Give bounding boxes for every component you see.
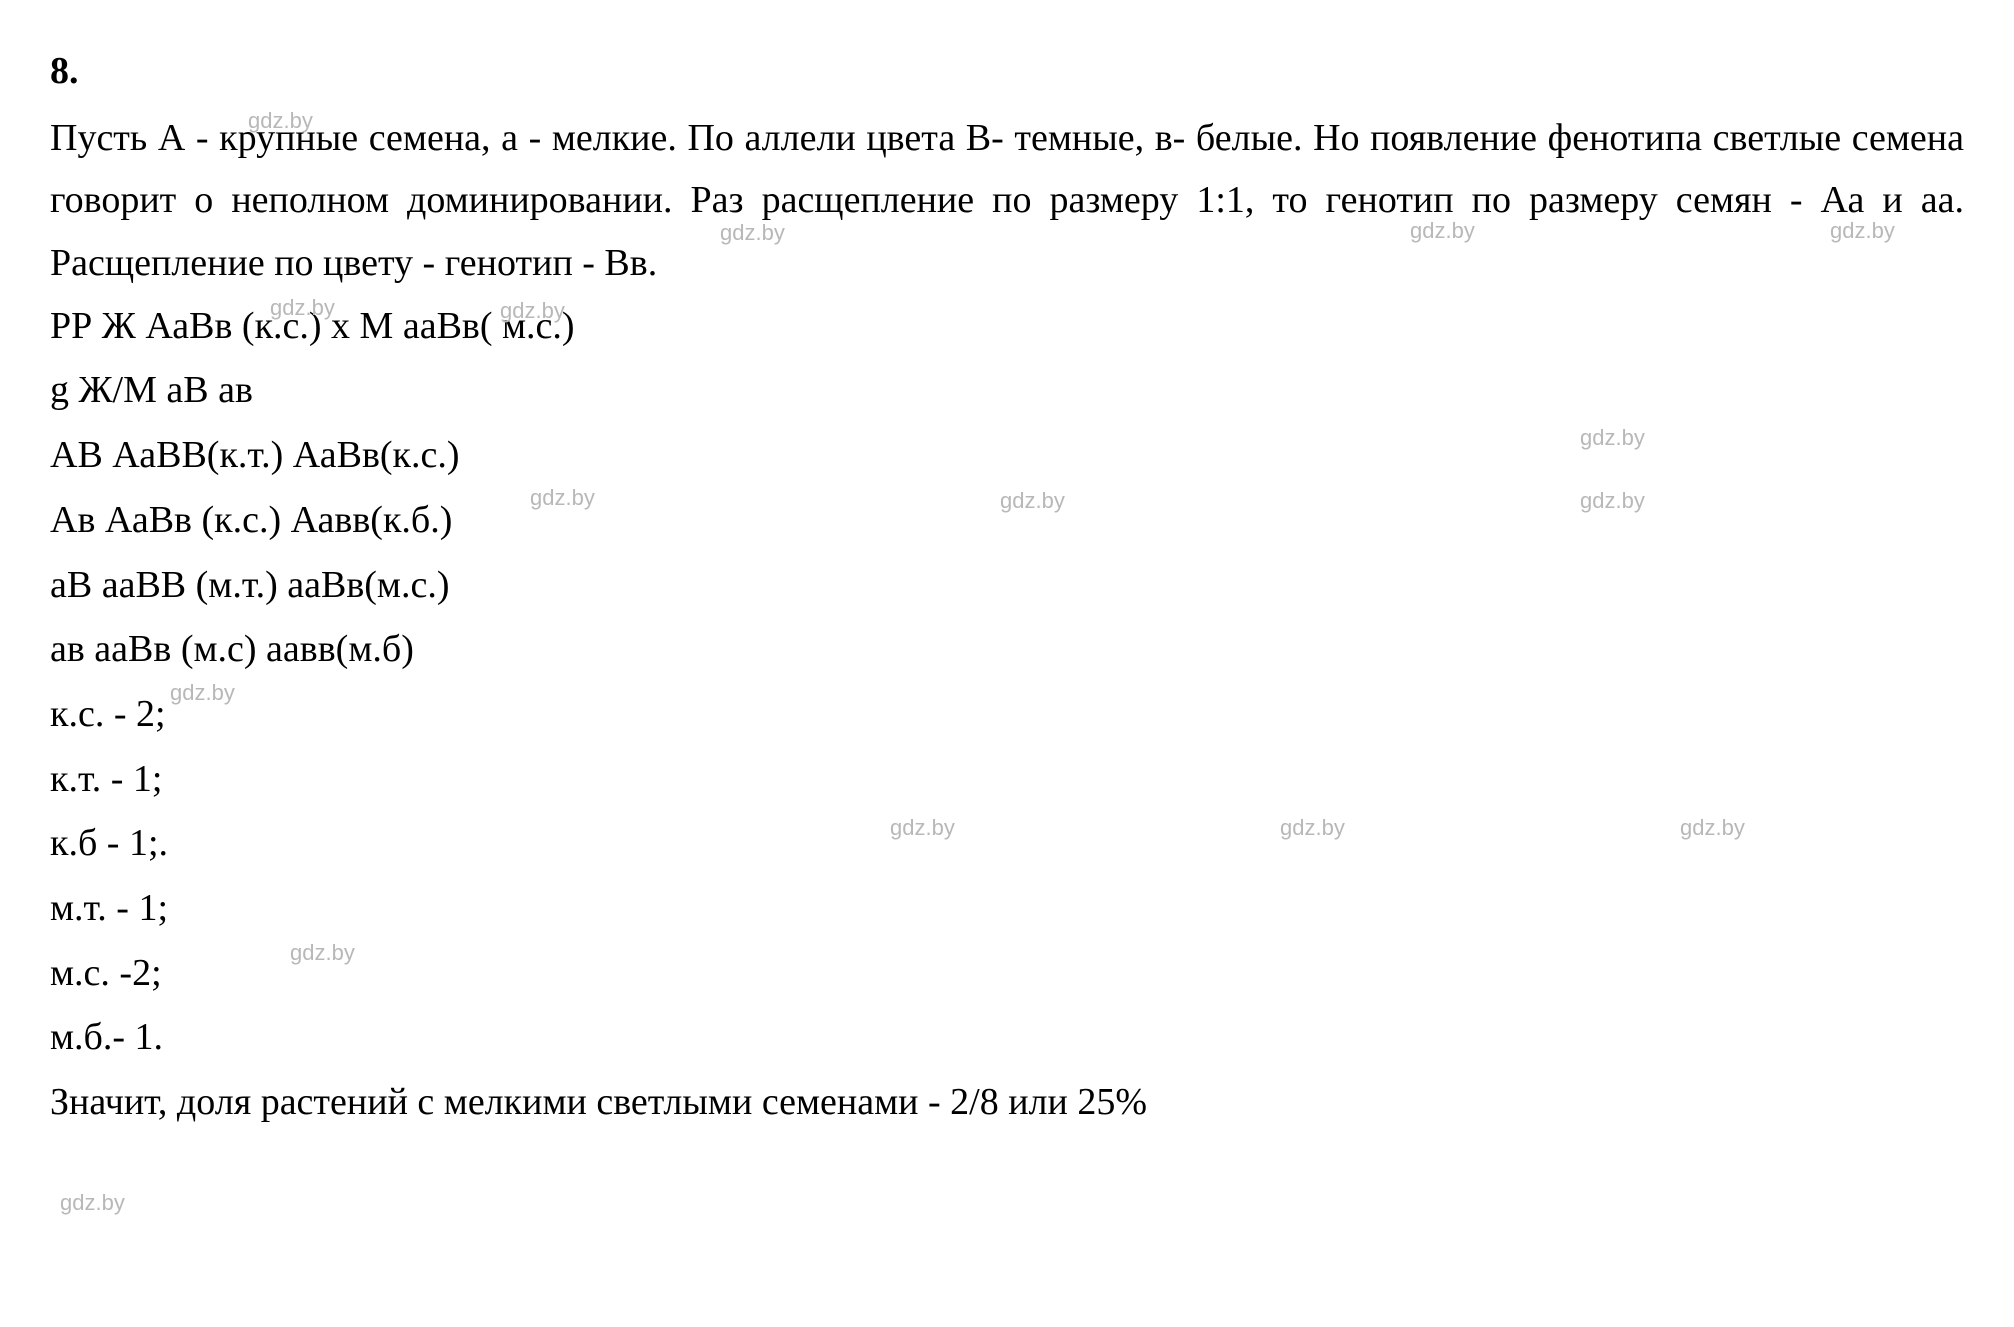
paragraph-line: Расщепление по цвету - генотип - Вв.	[50, 242, 657, 284]
genetics-line: аВ ааВВ (м.т.) ааВв(м.с.)	[50, 554, 1964, 617]
genetics-line: АВ АаВВ(к.т.) АаВв(к.с.)	[50, 424, 1964, 487]
paragraph-line: Раз расщепление по размеру 1:1, то генот…	[691, 179, 1964, 221]
document-content: 8. Пусть А - крупные семена, а - мелкие.…	[50, 40, 1964, 1134]
watermark-text: gdz.by	[60, 1190, 125, 1216]
genetics-line: Ав АаВв (к.с.) Аавв(к.б.)	[50, 489, 1964, 552]
genetics-line: РР Ж АаВв (к.с.) х М ааВв( м.с.)	[50, 295, 1964, 358]
problem-number: 8.	[50, 40, 1964, 103]
paragraph-line: Пусть А - крупные семена, а - мелкие. По…	[50, 117, 1302, 159]
genetics-line: ав ааВв (м.с) аавв(м.б)	[50, 618, 1964, 681]
count-line: к.с. - 2;	[50, 683, 1964, 746]
count-line: к.т. - 1;	[50, 748, 1964, 811]
intro-paragraph: Пусть А - крупные семена, а - мелкие. По…	[50, 107, 1964, 295]
count-line: м.с. -2;	[50, 942, 1964, 1005]
genetics-line: g Ж/М аВ ав	[50, 359, 1964, 422]
count-line: к.б - 1;.	[50, 812, 1964, 875]
count-line: м.б.- 1.	[50, 1006, 1964, 1069]
count-line: м.т. - 1;	[50, 877, 1964, 940]
conclusion-line: Значит, доля растений с мелкими светлыми…	[50, 1071, 1964, 1134]
